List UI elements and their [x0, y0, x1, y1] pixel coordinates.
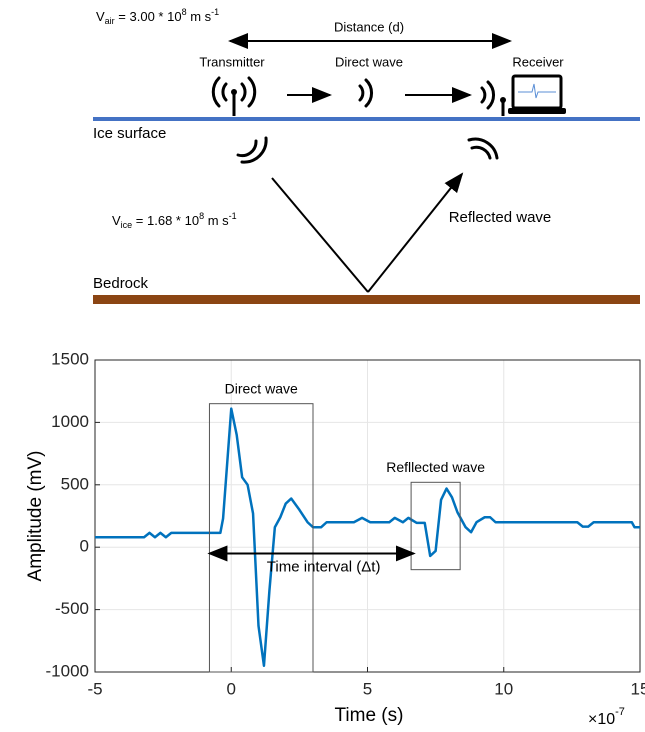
- x-exponent-part: ×10: [588, 711, 615, 728]
- ray-up: [367, 172, 464, 293]
- y-axis-label: Amplitude (mV): [25, 451, 46, 582]
- chart: -1000 -500 0 500 1000 1500 -5 0 5 10 15 Direct wave…: [46, 349, 645, 698]
- bedrock-layer: [93, 295, 640, 304]
- wave-icon: [358, 78, 373, 108]
- v-ice-part: -1: [229, 211, 237, 221]
- v-air-part: 8: [182, 7, 187, 17]
- annotation-label: Time interval (Δt): [267, 558, 381, 575]
- data-line: [95, 407, 640, 668]
- v-air-part: V: [96, 9, 105, 24]
- v-air-part: m s: [187, 9, 212, 24]
- annotation-label: Direct wave: [225, 380, 298, 396]
- ice-surface-label: Ice surface: [93, 125, 166, 142]
- v-ice-part: ice: [121, 220, 133, 230]
- annotation-box: [208, 403, 314, 673]
- reflected-wave-label: Reflected wave: [449, 209, 552, 226]
- direct-wave-label: Direct wave: [335, 54, 403, 69]
- annotation-label: Refllected wave: [386, 459, 485, 475]
- transmitter-icon: [211, 76, 257, 116]
- diagram: Vair = 3.00 * 108 m s-1 Distance (d) Tra…: [93, 7, 640, 304]
- wave-icon: [467, 137, 499, 160]
- v-air-part: air: [105, 16, 115, 26]
- plot-frame: [94, 359, 641, 673]
- v-ice-part: V: [112, 213, 121, 228]
- x-tick-label: 10: [494, 679, 513, 698]
- transmitter-label: Transmitter: [199, 54, 265, 69]
- v-air: Vair = 3.00 * 108 m s-1: [96, 7, 219, 26]
- annotation-box: [410, 481, 461, 571]
- wave-icon: [236, 136, 268, 164]
- y-tick-label: -1000: [46, 661, 89, 680]
- x-tick-label: -5: [87, 679, 102, 698]
- v-ice-part: 8: [199, 211, 204, 221]
- bedrock-label: Bedrock: [93, 275, 149, 292]
- y-tick-label: 1000: [51, 412, 89, 431]
- v-ice-part: = 1.68 * 10: [132, 213, 199, 228]
- x-axis-label: Time (s): [335, 705, 404, 726]
- x-exponent: ×10-7: [588, 706, 625, 728]
- v-air-part: -1: [211, 7, 219, 17]
- y-tick-label: 0: [80, 537, 89, 556]
- distance-label: Distance (d): [334, 19, 404, 34]
- v-air-part: = 3.00 * 10: [115, 9, 182, 24]
- x-tick-label: 5: [363, 679, 372, 698]
- y-tick-label: -500: [55, 599, 89, 618]
- v-ice: Vice = 1.68 * 108 m s-1: [112, 211, 237, 230]
- ray-down: [271, 177, 369, 293]
- y-tick-label: 1500: [51, 349, 89, 368]
- receiver-icon: [480, 74, 566, 116]
- x-tick-label: 0: [227, 679, 236, 698]
- x-tick-label: 15: [631, 679, 645, 698]
- receiver-label: Receiver: [512, 54, 564, 69]
- ice-surface-line: [93, 117, 640, 121]
- y-tick-label: 500: [61, 474, 89, 493]
- x-exponent-part: -7: [615, 706, 625, 718]
- v-ice-part: m s: [204, 213, 229, 228]
